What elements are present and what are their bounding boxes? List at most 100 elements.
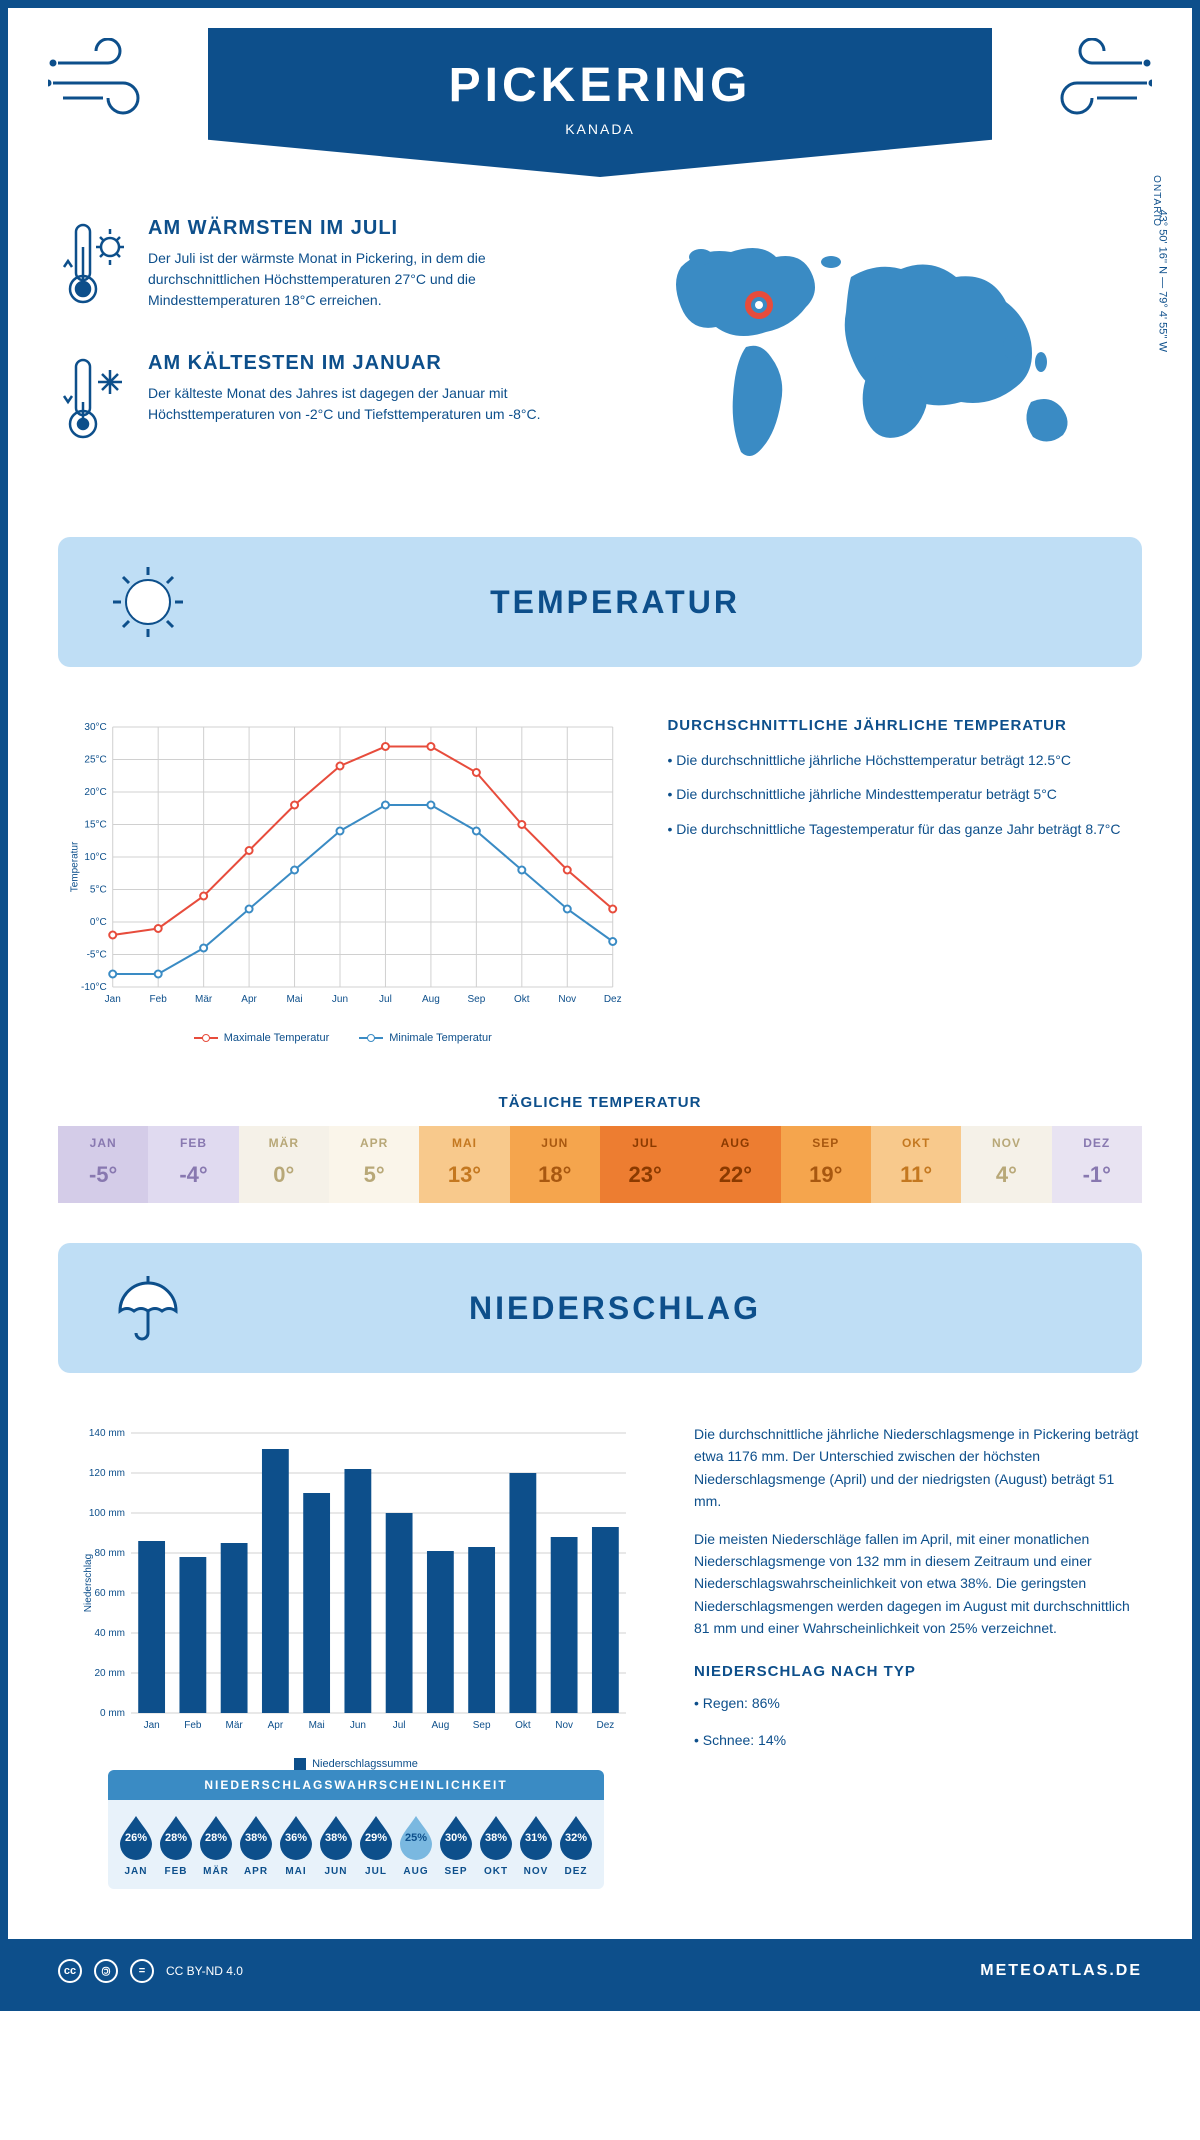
svg-text:25°C: 25°C — [84, 755, 106, 766]
daily-temp-grid: JAN-5°FEB-4°MÄR0°APR5°MAI13°JUN18°JUL23°… — [58, 1126, 1142, 1203]
svg-text:Okt: Okt — [514, 994, 530, 1005]
daily-cell: JUN18° — [510, 1126, 600, 1203]
svg-text:Jul: Jul — [379, 994, 392, 1005]
svg-text:Jun: Jun — [350, 1720, 366, 1731]
probability-cell: 29%JUL — [356, 1812, 396, 1877]
probability-cell: 28%MÄR — [196, 1812, 236, 1877]
probability-cell: 31%NOV — [516, 1812, 556, 1877]
probability-title: NIEDERSCHLAGSWAHRSCHEINLICHKEIT — [108, 1770, 604, 1800]
svg-text:Jul: Jul — [393, 1720, 406, 1731]
temp-bullet: • Die durchschnittliche jährliche Mindes… — [667, 783, 1142, 805]
probability-cell: 38%APR — [236, 1812, 276, 1877]
svg-text:Jan: Jan — [105, 994, 121, 1005]
legend-min-label: Minimale Temperatur — [389, 1032, 492, 1044]
svg-text:Mär: Mär — [226, 1720, 244, 1731]
svg-text:60 mm: 60 mm — [94, 1588, 125, 1599]
svg-text:140 mm: 140 mm — [89, 1428, 125, 1439]
svg-text:0°C: 0°C — [90, 917, 107, 928]
probability-cell: 38%OKT — [476, 1812, 516, 1877]
svg-text:Aug: Aug — [422, 994, 440, 1005]
svg-text:Mai: Mai — [309, 1720, 325, 1731]
world-map — [620, 217, 1142, 477]
svg-text:120 mm: 120 mm — [89, 1468, 125, 1479]
license-text: CC BY-ND 4.0 — [166, 1964, 243, 1978]
daily-cell: MAI13° — [419, 1126, 509, 1203]
precipitation-legend: Niederschlagssumme — [58, 1758, 654, 1770]
probability-cell: 26%JAN — [116, 1812, 156, 1877]
nd-icon: = — [130, 1959, 154, 1983]
daily-cell: JAN-5° — [58, 1126, 148, 1203]
svg-text:Sep: Sep — [467, 994, 485, 1005]
probability-cell: 38%JUN — [316, 1812, 356, 1877]
sun-icon — [108, 562, 188, 642]
temperature-legend: Maximale Temperatur Minimale Temperatur — [58, 1032, 627, 1044]
svg-text:Jun: Jun — [332, 994, 348, 1005]
temp-bullet: • Die durchschnittliche Tagestemperatur … — [667, 818, 1142, 840]
svg-text:Apr: Apr — [268, 1720, 284, 1731]
temperature-title: TEMPERATUR — [218, 584, 1012, 621]
site-name: METEOATLAS.DE — [980, 1962, 1142, 1980]
probability-cell: 36%MAI — [276, 1812, 316, 1877]
daily-cell: AUG22° — [690, 1126, 780, 1203]
svg-text:Dez: Dez — [604, 994, 622, 1005]
daily-temp-title: TÄGLICHE TEMPERATUR — [8, 1094, 1192, 1111]
warmest-text: Der Juli ist der wärmste Monat in Picker… — [148, 248, 580, 311]
coldest-text: Der kälteste Monat des Jahres ist dagege… — [148, 383, 580, 425]
svg-text:Aug: Aug — [431, 1720, 449, 1731]
precip-snow: • Schnee: 14% — [694, 1729, 1142, 1751]
svg-text:20°C: 20°C — [84, 787, 106, 798]
svg-text:Feb: Feb — [150, 994, 168, 1005]
thermometer-snow-icon — [58, 352, 128, 457]
temp-info-title: DURCHSCHNITTLICHE JÄHRLICHE TEMPERATUR — [667, 717, 1142, 734]
precip-text-2: Die meisten Niederschläge fallen im Apri… — [694, 1528, 1142, 1640]
wind-icon — [48, 38, 168, 123]
warmest-fact: AM WÄRMSTEN IM JULI Der Juli ist der wär… — [58, 217, 580, 322]
thermometer-sun-icon — [58, 217, 128, 322]
temperature-section-header: TEMPERATUR — [58, 537, 1142, 667]
svg-text:15°C: 15°C — [84, 820, 106, 831]
svg-text:Niederschlag: Niederschlag — [83, 1554, 94, 1612]
footer: cc 🄯 = CC BY-ND 4.0 METEOATLAS.DE — [8, 1939, 1192, 2003]
probability-cell: 28%FEB — [156, 1812, 196, 1877]
coordinates: 43° 50' 16'' N — 79° 4' 55'' W — [1156, 210, 1168, 352]
svg-text:Jan: Jan — [144, 1720, 160, 1731]
daily-cell: APR5° — [329, 1126, 419, 1203]
by-icon: 🄯 — [94, 1959, 118, 1983]
svg-text:Nov: Nov — [555, 1720, 573, 1731]
svg-text:0 mm: 0 mm — [100, 1708, 125, 1719]
svg-text:Apr: Apr — [241, 994, 257, 1005]
probability-cell: 32%DEZ — [556, 1812, 596, 1877]
svg-text:Dez: Dez — [596, 1720, 614, 1731]
precipitation-title: NIEDERSCHLAG — [218, 1290, 1012, 1327]
svg-text:Mai: Mai — [286, 994, 302, 1005]
country-name: KANADA — [228, 121, 972, 137]
svg-text:Okt: Okt — [515, 1720, 531, 1731]
svg-text:Sep: Sep — [473, 1720, 491, 1731]
daily-cell: SEP19° — [781, 1126, 871, 1203]
coldest-title: AM KÄLTESTEN IM JANUAR — [148, 352, 580, 375]
precipitation-bar-chart: 0 mm20 mm40 mm60 mm80 mm100 mm120 mm140 … — [58, 1423, 654, 1743]
daily-cell: DEZ-1° — [1052, 1126, 1142, 1203]
precip-legend-label: Niederschlagssumme — [312, 1758, 418, 1770]
header-banner: PICKERING KANADA — [208, 28, 992, 177]
precip-text-1: Die durchschnittliche jährliche Niedersc… — [694, 1423, 1142, 1513]
probability-cell: 30%SEP — [436, 1812, 476, 1877]
svg-text:20 mm: 20 mm — [94, 1668, 125, 1679]
warmest-title: AM WÄRMSTEN IM JULI — [148, 217, 580, 240]
precip-type-title: NIEDERSCHLAG NACH TYP — [694, 1660, 1142, 1684]
daily-cell: OKT11° — [871, 1126, 961, 1203]
svg-text:40 mm: 40 mm — [94, 1628, 125, 1639]
legend-max-label: Maximale Temperatur — [224, 1032, 330, 1044]
svg-text:-10°C: -10°C — [81, 982, 107, 993]
svg-text:10°C: 10°C — [84, 852, 106, 863]
coldest-fact: AM KÄLTESTEN IM JANUAR Der kälteste Mona… — [58, 352, 580, 457]
svg-text:Nov: Nov — [558, 994, 576, 1005]
svg-text:5°C: 5°C — [90, 885, 107, 896]
daily-cell: NOV4° — [961, 1126, 1051, 1203]
city-name: PICKERING — [228, 58, 972, 113]
svg-text:30°C: 30°C — [84, 722, 106, 733]
probability-cell: 25%AUG — [396, 1812, 436, 1877]
svg-text:100 mm: 100 mm — [89, 1508, 125, 1519]
temperature-line-chart: -10°C-5°C0°C5°C10°C15°C20°C25°C30°CJanFe… — [58, 717, 627, 1017]
cc-icon: cc — [58, 1959, 82, 1983]
